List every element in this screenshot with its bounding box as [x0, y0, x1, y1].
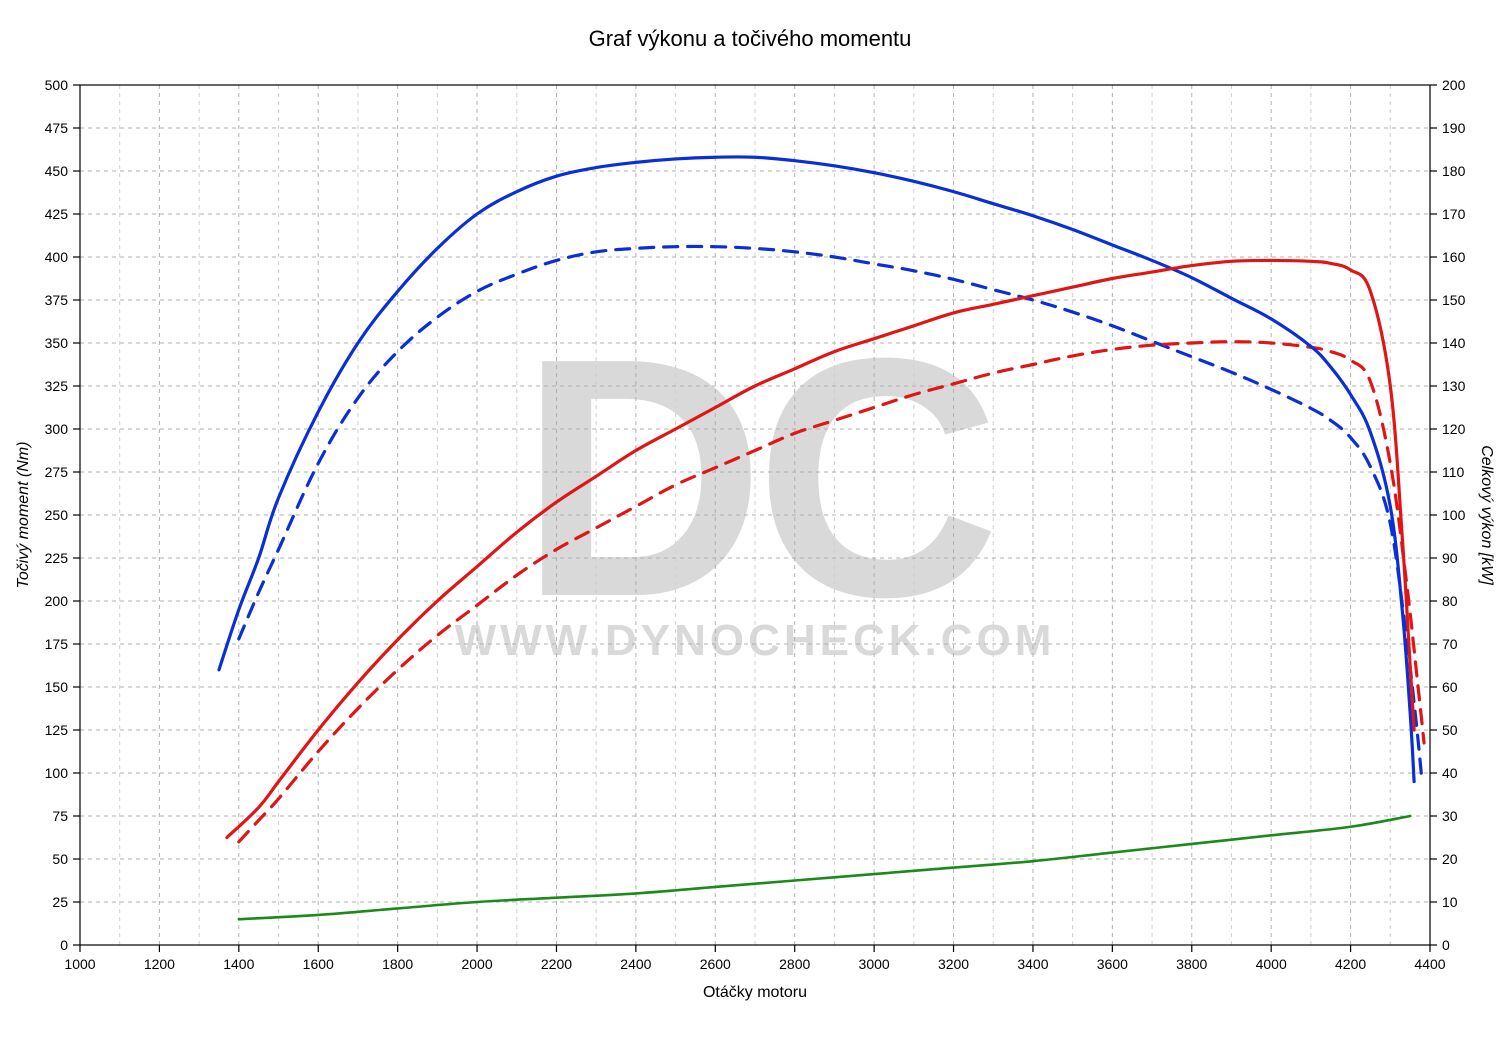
y-right-axis-label: Celkový výkon [kW]	[1478, 445, 1495, 585]
y-left-axis-label: Točivý moment (Nm)	[15, 442, 32, 589]
y-left-tick-label: 225	[45, 550, 69, 566]
x-tick-label: 2800	[779, 956, 810, 972]
y-left-tick-label: 500	[45, 77, 69, 93]
y-right-tick-label: 0	[1442, 937, 1450, 953]
chart-container: DCWWW.DYNOCHECK.COM100012001400160018002…	[0, 0, 1500, 1041]
y-left-tick-label: 325	[45, 378, 69, 394]
y-left-tick-label: 475	[45, 120, 69, 136]
y-right-tick-label: 90	[1442, 550, 1458, 566]
y-right-tick-label: 30	[1442, 808, 1458, 824]
x-tick-label: 4000	[1256, 956, 1287, 972]
x-tick-label: 1800	[382, 956, 413, 972]
y-right-tick-label: 60	[1442, 679, 1458, 695]
y-left-tick-label: 275	[45, 464, 69, 480]
x-tick-label: 3600	[1097, 956, 1128, 972]
y-right-tick-label: 40	[1442, 765, 1458, 781]
y-right-tick-label: 130	[1442, 378, 1466, 394]
x-tick-label: 4200	[1335, 956, 1366, 972]
chart-title: Graf výkonu a točivého momentu	[589, 26, 912, 51]
x-tick-label: 2400	[620, 956, 651, 972]
y-left-tick-label: 300	[45, 421, 69, 437]
y-right-tick-label: 100	[1442, 507, 1466, 523]
y-left-tick-label: 125	[45, 722, 69, 738]
y-right-tick-label: 190	[1442, 120, 1466, 136]
dyno-chart: DCWWW.DYNOCHECK.COM100012001400160018002…	[0, 0, 1500, 1041]
y-right-tick-label: 140	[1442, 335, 1466, 351]
x-axis-label: Otáčky motoru	[703, 984, 807, 1001]
y-left-tick-label: 50	[52, 851, 68, 867]
y-left-tick-label: 250	[45, 507, 69, 523]
y-right-tick-label: 20	[1442, 851, 1458, 867]
x-tick-label: 1000	[64, 956, 95, 972]
y-right-tick-label: 150	[1442, 292, 1466, 308]
y-right-tick-label: 180	[1442, 163, 1466, 179]
y-right-tick-label: 120	[1442, 421, 1466, 437]
y-right-tick-label: 160	[1442, 249, 1466, 265]
y-right-tick-label: 80	[1442, 593, 1458, 609]
y-right-tick-label: 200	[1442, 77, 1466, 93]
x-tick-label: 1400	[223, 956, 254, 972]
x-tick-label: 3800	[1176, 956, 1207, 972]
y-right-tick-label: 110	[1442, 464, 1465, 480]
y-right-tick-label: 10	[1442, 894, 1458, 910]
y-left-tick-label: 375	[45, 292, 69, 308]
x-tick-label: 3400	[1017, 956, 1048, 972]
y-left-tick-label: 150	[45, 679, 69, 695]
x-tick-label: 3200	[938, 956, 969, 972]
y-left-tick-label: 450	[45, 163, 69, 179]
y-left-tick-label: 175	[45, 636, 69, 652]
x-tick-label: 1600	[303, 956, 334, 972]
x-tick-label: 1200	[144, 956, 175, 972]
y-left-tick-label: 25	[52, 894, 68, 910]
y-left-tick-label: 350	[45, 335, 69, 351]
x-tick-label: 4400	[1414, 956, 1445, 972]
y-right-tick-label: 50	[1442, 722, 1458, 738]
x-tick-label: 3000	[859, 956, 890, 972]
x-tick-label: 2600	[700, 956, 731, 972]
x-tick-label: 2000	[461, 956, 492, 972]
y-right-tick-label: 70	[1442, 636, 1458, 652]
x-tick-label: 2200	[541, 956, 572, 972]
y-left-tick-label: 400	[45, 249, 69, 265]
y-left-tick-label: 100	[45, 765, 69, 781]
y-left-tick-label: 425	[45, 206, 69, 222]
y-left-tick-label: 200	[45, 593, 69, 609]
y-left-tick-label: 0	[60, 937, 68, 953]
y-left-tick-label: 75	[52, 808, 68, 824]
y-right-tick-label: 170	[1442, 206, 1466, 222]
